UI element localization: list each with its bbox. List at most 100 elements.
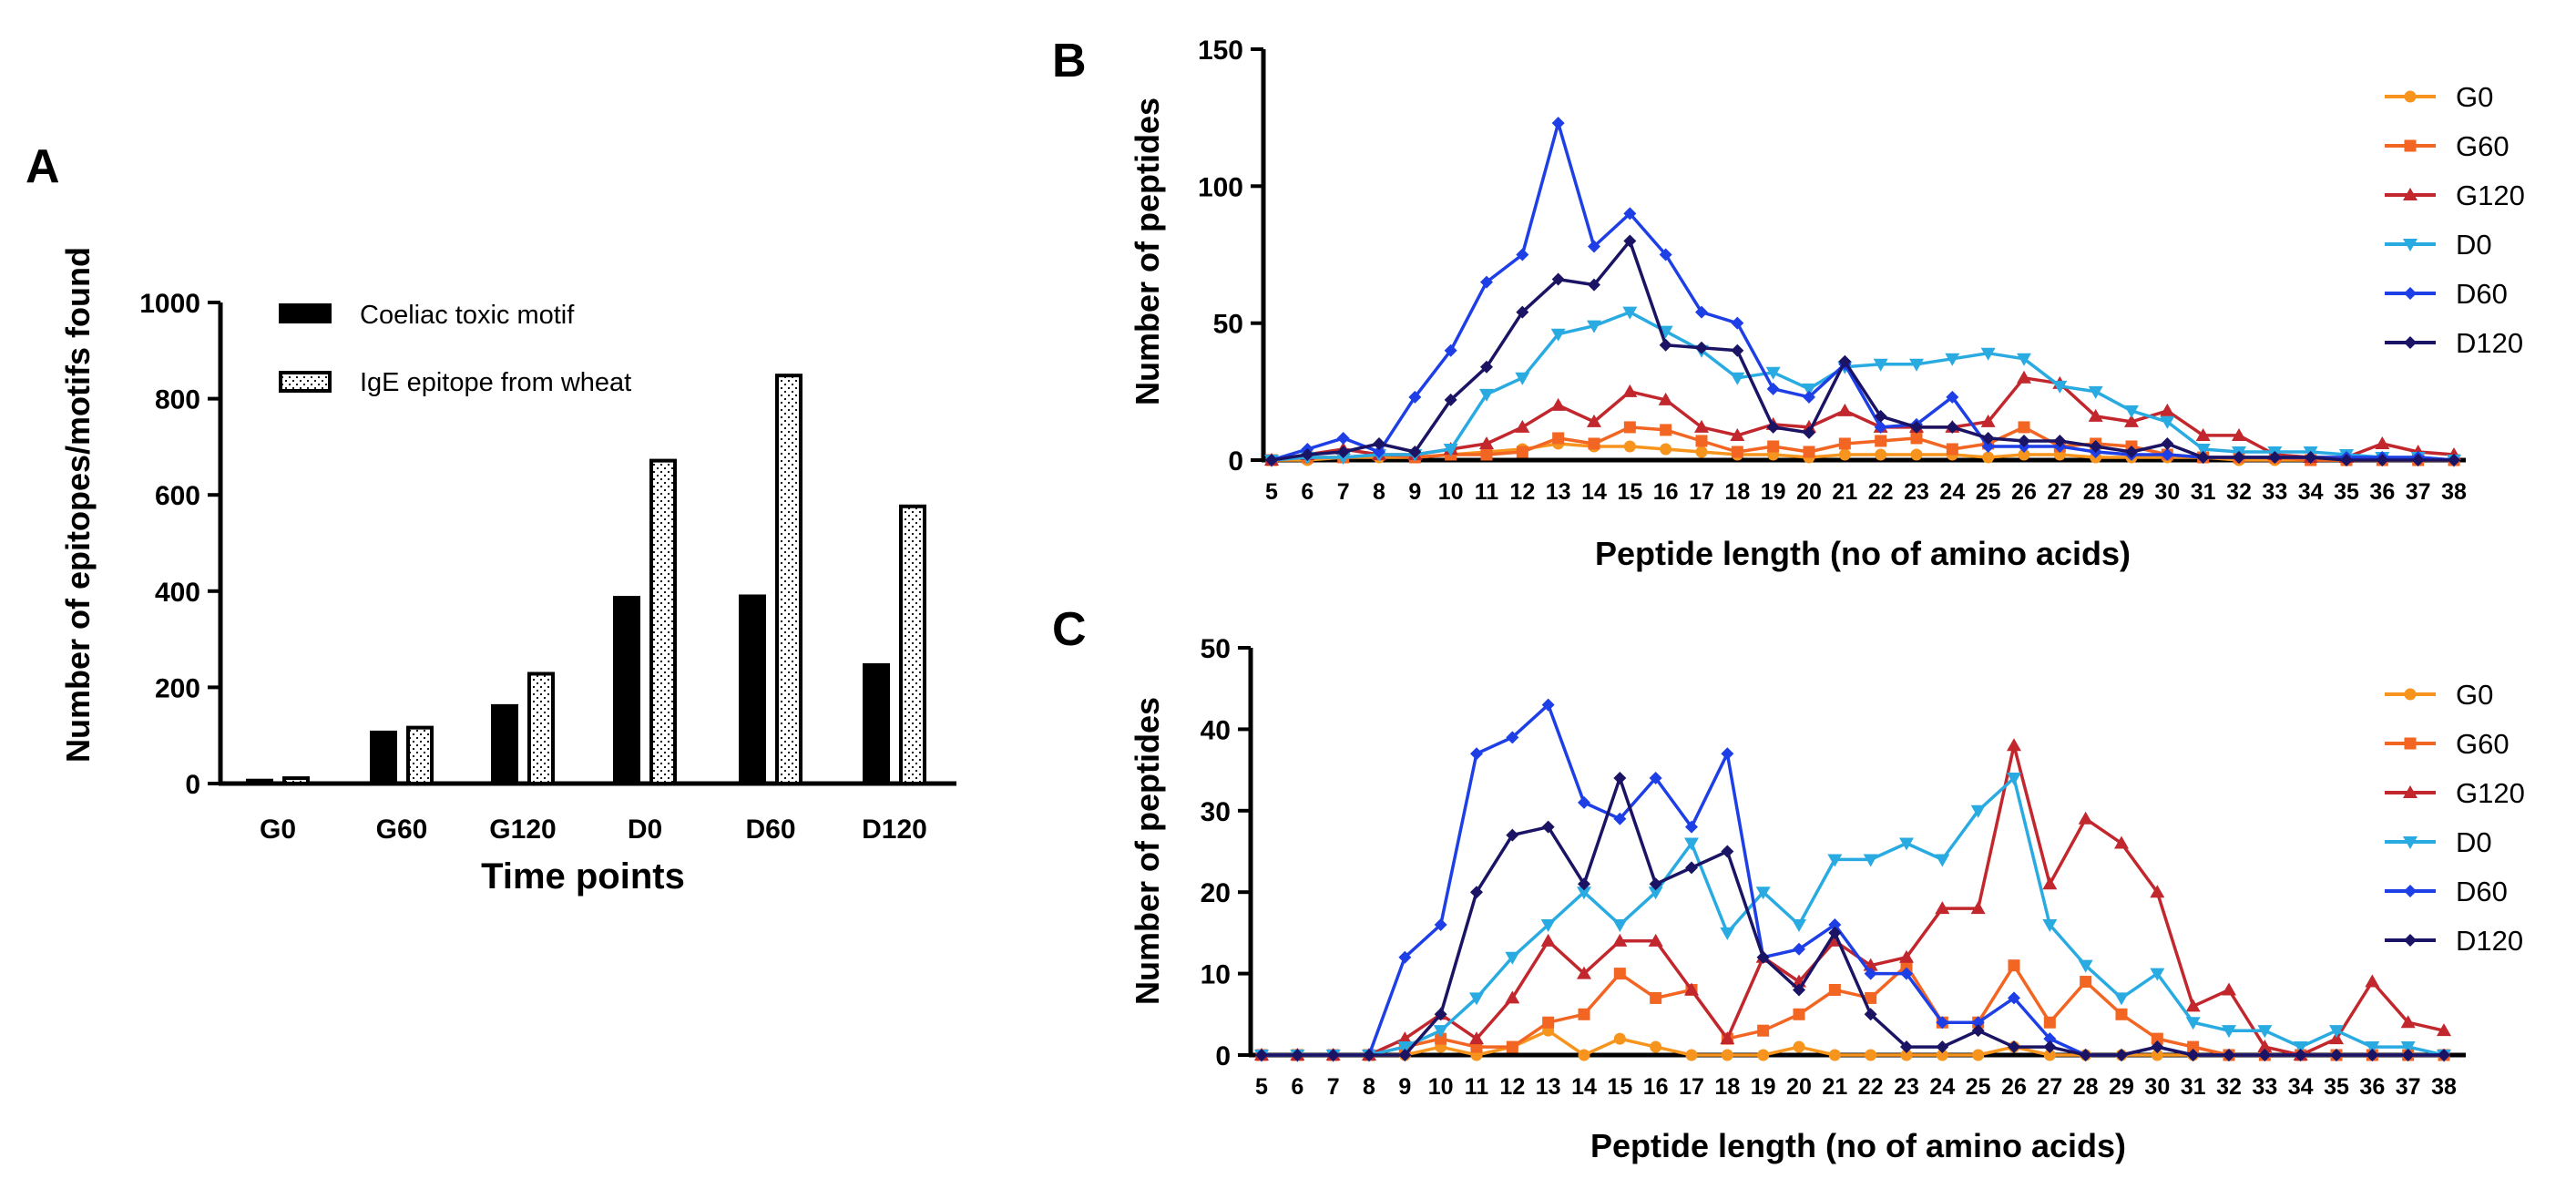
panel-c-xtick-label: 14 xyxy=(1571,1074,1597,1100)
panel-b-point-d120 xyxy=(1946,420,1959,434)
panel-b-point-d0 xyxy=(1550,328,1566,342)
panel-c-point-g0 xyxy=(1936,1049,1948,1061)
legend-swatch-coeliac xyxy=(279,303,332,323)
panel-c-point-g120 xyxy=(2150,885,2165,898)
panel-c-point-g120 xyxy=(1612,933,1628,947)
panel-c-legend-marker-g120 xyxy=(2403,785,2418,798)
bar-coeliac-d0 xyxy=(613,596,640,784)
panel-b-xtick-label: 6 xyxy=(1301,479,1314,505)
panel-b-legend-label-g60: G60 xyxy=(2456,130,2510,162)
panel-c-point-d120 xyxy=(1685,861,1698,875)
panel-b-point-d120 xyxy=(2018,434,2030,447)
panel-b-point-d60 xyxy=(1946,390,1959,404)
panel-c-xtick-label: 28 xyxy=(2073,1074,2099,1100)
panel-c-point-d0 xyxy=(1899,837,1914,851)
panel-a-y-ticks: 0 200 400 600 800 1000 xyxy=(139,289,220,800)
panel-c-point-d0 xyxy=(1970,804,1986,818)
panel-b-point-g120 xyxy=(2160,403,2175,416)
panel-c-ytick-label: 0 xyxy=(1215,1041,1231,1071)
panel-c-point-d60 xyxy=(1398,950,1412,964)
panel-c-xtick-label: 33 xyxy=(2252,1074,2277,1100)
panel-c-point-d120 xyxy=(2366,1049,2379,1061)
panel-c-ytick-label: 50 xyxy=(1201,634,1231,664)
panel-b-point-d60 xyxy=(1551,117,1565,130)
panel-b-point-d120 xyxy=(2411,454,2425,466)
panel-b-point-d0 xyxy=(1622,306,1638,320)
panel-b-xtick-label: 14 xyxy=(1581,479,1607,505)
panel-b-xtick-label: 36 xyxy=(2369,479,2395,505)
panel-a-xlabel: Time points xyxy=(481,856,685,897)
panel-b-xtick-label: 37 xyxy=(2406,479,2431,505)
panel-c-legend-marker-d120 xyxy=(2404,934,2417,947)
panel-b-point-d120 xyxy=(1803,425,1815,439)
panel-b-point-d60 xyxy=(1588,240,1600,253)
panel-b-point-d60 xyxy=(1373,445,1385,458)
panel-c-point-g60 xyxy=(2043,1016,2056,1029)
panel-b-legend-label-g120: G120 xyxy=(2456,179,2525,211)
panel-c-point-g0 xyxy=(1721,1049,1733,1061)
panel-c-point-g120 xyxy=(1577,966,1591,979)
legend-label-coeliac: Coeliac toxic motif xyxy=(360,301,575,330)
panel-c-point-d0 xyxy=(1935,854,1950,867)
panel-c-point-g0 xyxy=(1793,1040,1805,1053)
panel-b-point-d120 xyxy=(2089,439,2102,453)
panel-b-point-d60 xyxy=(1731,316,1744,330)
panel-c-point-d0 xyxy=(1612,918,1628,932)
panel-c-legend-label-g120: G120 xyxy=(2456,777,2525,809)
panel-c-point-d0 xyxy=(1720,927,1735,940)
panel-a-ytick-label: 0 xyxy=(185,770,200,800)
panel-c-point-d60 xyxy=(1541,698,1555,712)
panel-b-point-d60 xyxy=(1659,248,1672,261)
panel-b-point-d60 xyxy=(1766,382,1780,395)
panel-b-point-d120 xyxy=(1838,354,1852,368)
panel-c-point-d120 xyxy=(1721,845,1734,858)
panel-b-point-d60 xyxy=(1408,390,1422,404)
panel-c-point-g0 xyxy=(1828,1049,1841,1061)
panel-c-point-g60 xyxy=(1435,1032,1447,1045)
panel-b-point-d0 xyxy=(2052,380,2068,394)
panel-c-xtick-label: 31 xyxy=(2181,1074,2206,1100)
panel-b-point-g120 xyxy=(2232,427,2246,441)
panel-c-legend-marker-d0 xyxy=(2403,836,2418,849)
panel-c-xtick-label: 37 xyxy=(2396,1074,2421,1100)
panel-c-point-d120 xyxy=(1326,1049,1340,1061)
panel-c-point-d120 xyxy=(1971,1024,1985,1038)
panel-b-xtick-label: 19 xyxy=(1761,479,1786,505)
panel-b-point-g0 xyxy=(1838,448,1851,461)
panel-c-point-d0 xyxy=(1792,918,1806,932)
legend-label-ige: IgE epitope from wheat xyxy=(360,368,631,397)
panel-c-point-d0 xyxy=(2329,1025,2344,1039)
panel-c-point-g0 xyxy=(2151,1049,2163,1061)
panel-b-point-d120 xyxy=(2161,436,2174,450)
panel-b-legend-label-d120: D120 xyxy=(2456,327,2523,359)
panel-b-xtick-label: 23 xyxy=(1904,479,1929,505)
panel-c-point-g120 xyxy=(1397,1031,1413,1045)
panel-c-point-d0 xyxy=(1433,1025,1448,1039)
panel-c-point-g60 xyxy=(2008,959,2020,972)
panel-c-point-d0 xyxy=(2365,1041,2380,1055)
panel-c-point-d120 xyxy=(1470,886,1483,899)
panel-c-line-d0 xyxy=(1262,776,2445,1057)
panel-c-point-d0 xyxy=(2222,1025,2236,1039)
panel-c-point-d120 xyxy=(1255,1049,1268,1061)
panel-b-point-g120 xyxy=(1980,414,1996,427)
panel-c-point-g0 xyxy=(1865,1049,1877,1061)
panel-b-point-d60 xyxy=(1874,420,1887,434)
panel-b-point-d120 xyxy=(1336,445,1350,458)
panel-b-line-d60 xyxy=(1271,121,2455,462)
panel-b-point-d0 xyxy=(1945,353,1960,366)
panel-b-point-d60 xyxy=(1516,248,1529,261)
panel-b-legend-label-g0: G0 xyxy=(2456,81,2493,113)
panel-b-point-g120 xyxy=(2124,414,2139,427)
panel-b-point-d0 xyxy=(1802,383,1816,396)
panel-b-legend-marker-d60 xyxy=(2404,287,2417,300)
panel-c-point-g120 xyxy=(2042,876,2058,890)
panel-c-point-d60 xyxy=(1828,917,1842,931)
panel-b-xtick-label: 21 xyxy=(1832,479,1857,505)
panel-c-line-d120 xyxy=(1262,776,2444,1057)
panel-c-xtick-label: 6 xyxy=(1291,1074,1303,1100)
panel-b-point-d120 xyxy=(2340,454,2353,466)
panel-c-point-d0 xyxy=(1577,886,1591,900)
panel-b-point-d120 xyxy=(1695,341,1708,354)
panel-b-point-d0 xyxy=(1658,325,1673,339)
